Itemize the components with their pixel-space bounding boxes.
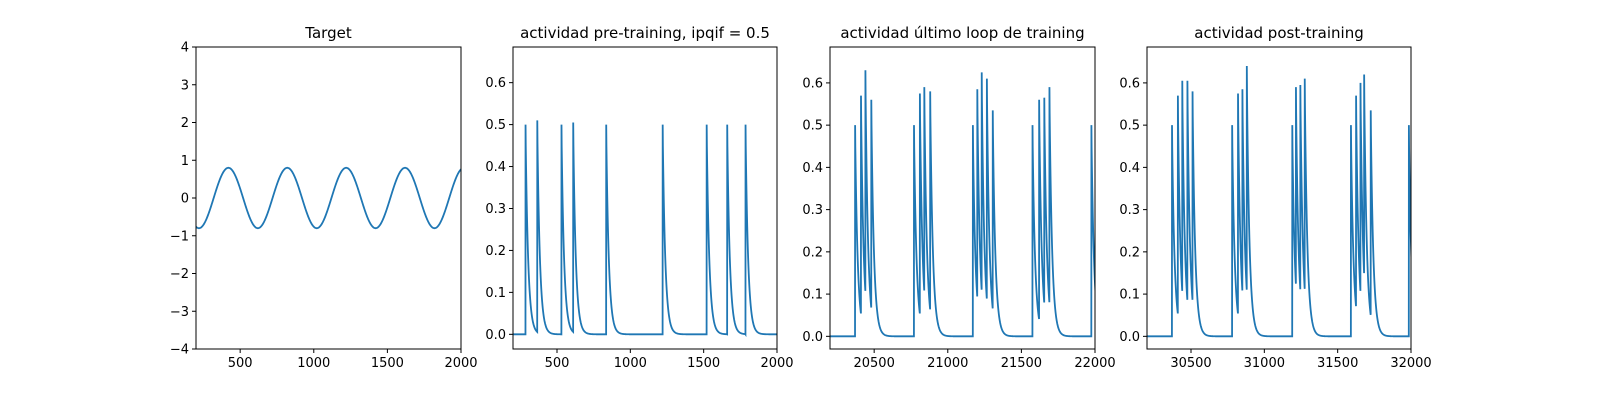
chart-title: Target [304,24,352,42]
y-tick-label: 0.1 [802,288,823,303]
axes-frame [1146,46,1412,350]
series-line [830,70,1095,338]
y-tick-label: 1 [181,154,189,169]
x-tick-label: 30500 [1170,356,1211,371]
y-tick-label: −4 [170,343,189,358]
y-tick-label: 0 [181,192,189,207]
y-tick-label: −2 [170,267,189,282]
chart-title: actividad pre-training, ipqif = 0.5 [520,24,770,42]
panel-1: 500 1000 1500 2000 −4 −3 −2 −1 0 1 2 3 4 Target [170,24,478,371]
axes-frame [195,46,462,350]
y-tick-label: 0.0 [802,330,823,345]
y-tick-label: 0.5 [485,118,506,133]
y-tick-label: 0.5 [802,119,823,134]
panel-3: 20500 21000 21500 22000 0.0 0.1 0.2 0.3 0.4 0.5 0.… [802,24,1115,371]
x-tick-label: 21000 [927,356,968,371]
y-tick-label: 0.0 [1119,330,1140,345]
y-tick-label: 0.4 [802,161,823,176]
y-tick-label: −1 [170,229,189,244]
x-tick-label: 1500 [687,356,720,371]
y-tick-label: 0.0 [485,328,506,343]
series-line [1147,66,1411,338]
y-tick-label: 2 [181,116,189,131]
y-tick-label: 0.6 [802,76,823,91]
x-tick-label: 2000 [444,356,477,371]
y-tick-label: 0.3 [485,202,506,217]
series-line [513,120,777,338]
y-tick-label: 0.4 [485,160,506,175]
chart-title: actividad último loop de training [840,24,1084,42]
y-tick-label: 0.2 [802,245,823,260]
x-tick-label: 1000 [614,356,647,371]
y-tick-label: 0.2 [485,244,506,259]
y-tick-label: 0.1 [485,286,506,301]
x-tick-label: 21500 [1001,356,1042,371]
axes-frame [512,46,778,350]
x-tick-label: 500 [228,356,253,371]
x-tick-label: 1500 [371,356,404,371]
x-tick-label: 31500 [1317,356,1358,371]
y-tick-label: −3 [170,305,189,320]
x-tick-label: 22000 [1074,356,1115,371]
y-tick-label: 0.5 [1119,119,1140,134]
panel-2: 500 1000 1500 2000 0.0 0.1 0.2 0.3 0.4 0.5 0.6 acti… [485,24,793,371]
y-tick-label: 0.4 [1119,161,1140,176]
x-tick-label: 32000 [1390,356,1431,371]
y-tick-label: 3 [181,78,189,93]
axes-frame [829,46,1096,350]
series-line [196,166,461,230]
y-tick-label: 0.6 [485,76,506,91]
x-tick-label: 20500 [853,356,894,371]
panel-4: 30500 31000 31500 32000 0.0 0.1 0.2 0.3 0.4 0.5 0.… [1119,24,1431,371]
y-tick-label: 0.1 [1119,288,1140,303]
x-tick-label: 2000 [760,356,793,371]
y-tick-label: 0.3 [802,203,823,218]
x-tick-label: 31000 [1244,356,1285,371]
y-tick-label: 0.3 [1119,203,1140,218]
x-tick-label: 500 [545,356,570,371]
y-tick-label: 0.6 [1119,76,1140,91]
chart-title: actividad post-training [1194,24,1363,42]
x-tick-label: 1000 [297,356,330,371]
y-tick-label: 4 [181,41,189,56]
y-tick-label: 0.2 [1119,245,1140,260]
